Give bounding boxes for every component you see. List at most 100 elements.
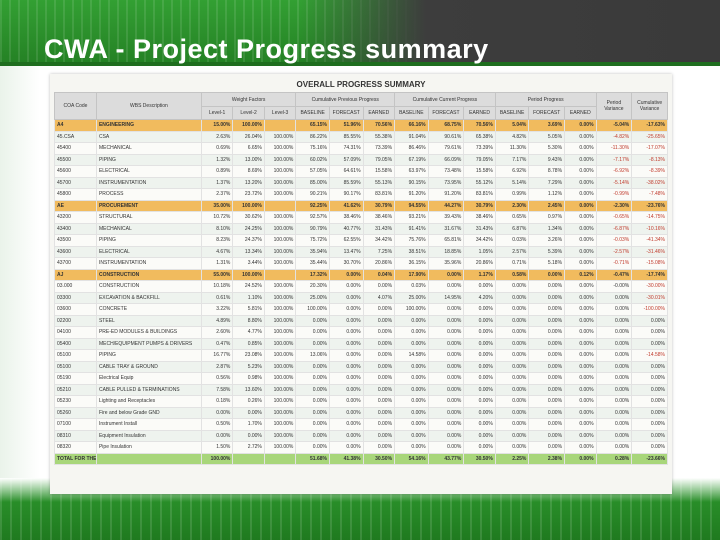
table-cell: 04100: [54, 326, 97, 339]
table-cell: 0.00%: [463, 429, 496, 442]
table-cell: 0.00%: [463, 383, 496, 396]
table-cell: 05260: [54, 406, 97, 419]
table-cell: 1.05%: [463, 245, 496, 258]
table-cell: Equipment Insulation: [95, 429, 202, 442]
table-cell: 0.00%: [427, 349, 465, 362]
table-cell: 0.00%: [494, 303, 530, 316]
table-cell: 0.00%: [463, 280, 496, 293]
table-cell: 0.00%: [528, 280, 566, 293]
table-cell: 41.38%: [328, 452, 364, 465]
table-cell: 100.00%: [263, 165, 297, 178]
table-cell: -17.63%: [631, 119, 668, 132]
table-cell: 92.57%: [295, 211, 330, 224]
col-prev-earned: EARNED: [362, 106, 396, 120]
table-cell: 0.00%: [631, 337, 668, 350]
table-cell: [263, 199, 297, 212]
table-cell: 0.00%: [564, 337, 597, 350]
table-cell: 45700: [54, 176, 97, 189]
table-cell: 0.00%: [631, 383, 668, 396]
table-cell: -6.87%: [595, 222, 633, 235]
table-cell: 0.00%: [295, 395, 330, 408]
table-cell: 23.08%: [232, 349, 265, 362]
table-cell: 0.00%: [328, 314, 364, 327]
table-row: 05210 CABLE PULLED & TERMINATIONS 7.58% 13.…: [54, 383, 668, 396]
table-cell: 0.00%: [362, 418, 396, 431]
table-cell: -30.01%: [631, 291, 668, 304]
table-cell: 0.00%: [595, 291, 633, 304]
table-cell: 91.20%: [394, 188, 429, 201]
table-cell: 0.00%: [295, 314, 330, 327]
table-cell: 0.00%: [494, 337, 530, 350]
table-cell: 20.86%: [362, 257, 396, 270]
table-cell: 13.20%: [232, 176, 265, 189]
table-cell: 3.69%: [528, 119, 566, 132]
table-cell: 43600: [54, 245, 97, 258]
table-cell: 03600: [54, 303, 97, 316]
table-cell: 0.00%: [494, 372, 530, 385]
table-cell: 67.19%: [394, 153, 429, 166]
table-cell: 91.41%: [394, 222, 429, 235]
col-level1: Level-1: [200, 106, 234, 120]
table-cell: 0.00%: [564, 429, 597, 442]
table-cell: 0.00%: [200, 429, 234, 442]
table-cell: 0.85%: [232, 337, 265, 350]
table-cell: 100.00%: [263, 153, 297, 166]
table-cell: AJ: [54, 268, 97, 281]
table-cell: 0.00%: [494, 395, 530, 408]
col-per-baseline: BASELINE: [494, 106, 530, 120]
table-cell: 0.71%: [494, 257, 530, 270]
table-cell: 3.22%: [200, 303, 234, 316]
table-cell: 4.82%: [494, 130, 530, 143]
table-row: 43200 STRUCTURAL 10.72% 30.62% 100.00% 92.57%…: [54, 211, 668, 224]
table-cell: 0.00%: [494, 418, 530, 431]
table-cell: 0.00%: [528, 383, 566, 396]
table-cell: 100.00%: [263, 280, 297, 293]
table-cell: -5.14%: [595, 176, 633, 189]
table-cell: 35.00%: [200, 199, 234, 212]
table-cell: 0.00%: [564, 211, 597, 224]
table-cell: 100.00%: [263, 245, 297, 258]
table-cell: 0.00%: [564, 326, 597, 339]
table-cell: 23.72%: [232, 188, 265, 201]
table-cell: 100.00%: [263, 211, 297, 224]
table-cell: 0.12%: [564, 268, 597, 281]
table-cell: 100.00%: [263, 429, 297, 442]
table-cell: 5.30%: [528, 142, 566, 155]
table-cell: 14.95%: [427, 291, 465, 304]
table-cell: -15.08%: [631, 257, 668, 270]
table-cell: 0.00%: [564, 142, 597, 155]
table-cell: 0.00%: [328, 429, 364, 442]
table-cell: PIPING: [95, 153, 202, 166]
table-cell: 0.89%: [200, 165, 234, 178]
table-cell: 0.00%: [362, 303, 396, 316]
table-cell: 0.00%: [394, 418, 429, 431]
table-cell: 55.12%: [463, 176, 496, 189]
table-cell: 0.00%: [631, 326, 668, 339]
table-cell: 26.04%: [232, 130, 265, 143]
table-cell: PROCESS: [95, 188, 202, 201]
table-cell: 0.00%: [528, 406, 566, 419]
table-cell: -38.02%: [631, 176, 668, 189]
table-cell: 5.18%: [528, 257, 566, 270]
table-cell: 75.16%: [295, 142, 330, 155]
table-cell: 45400: [54, 142, 97, 155]
table-cell: 0.00%: [564, 383, 597, 396]
table-cell: 0.00%: [631, 418, 668, 431]
table-cell: -2.30%: [595, 199, 633, 212]
table-cell: 0.00%: [564, 257, 597, 270]
table-cell: 5.23%: [232, 360, 265, 373]
table-cell: 0.00%: [295, 418, 330, 431]
table-row: 03.000 CONSTRUCTION 10.18% 24.52% 100.00% 20.…: [54, 280, 668, 293]
table-cell: 0.00%: [362, 441, 396, 454]
table-cell: 35.44%: [295, 257, 330, 270]
table-cell: MECHANICAL: [95, 222, 202, 235]
table-cell: 100.00%: [263, 291, 297, 304]
table-cell: 0.00%: [494, 406, 530, 419]
table-cell: Lighting and Receptacles: [95, 395, 202, 408]
table-cell: 31.67%: [427, 222, 465, 235]
table-cell: 0.00%: [564, 314, 597, 327]
table-cell: 24.37%: [232, 234, 265, 247]
table-cell: 5.39%: [528, 245, 566, 258]
table-cell: 6.65%: [232, 142, 265, 155]
table-row: 45500 PIPING 1.32% 13.00% 100.00% 60.02% 57.09…: [54, 153, 668, 166]
